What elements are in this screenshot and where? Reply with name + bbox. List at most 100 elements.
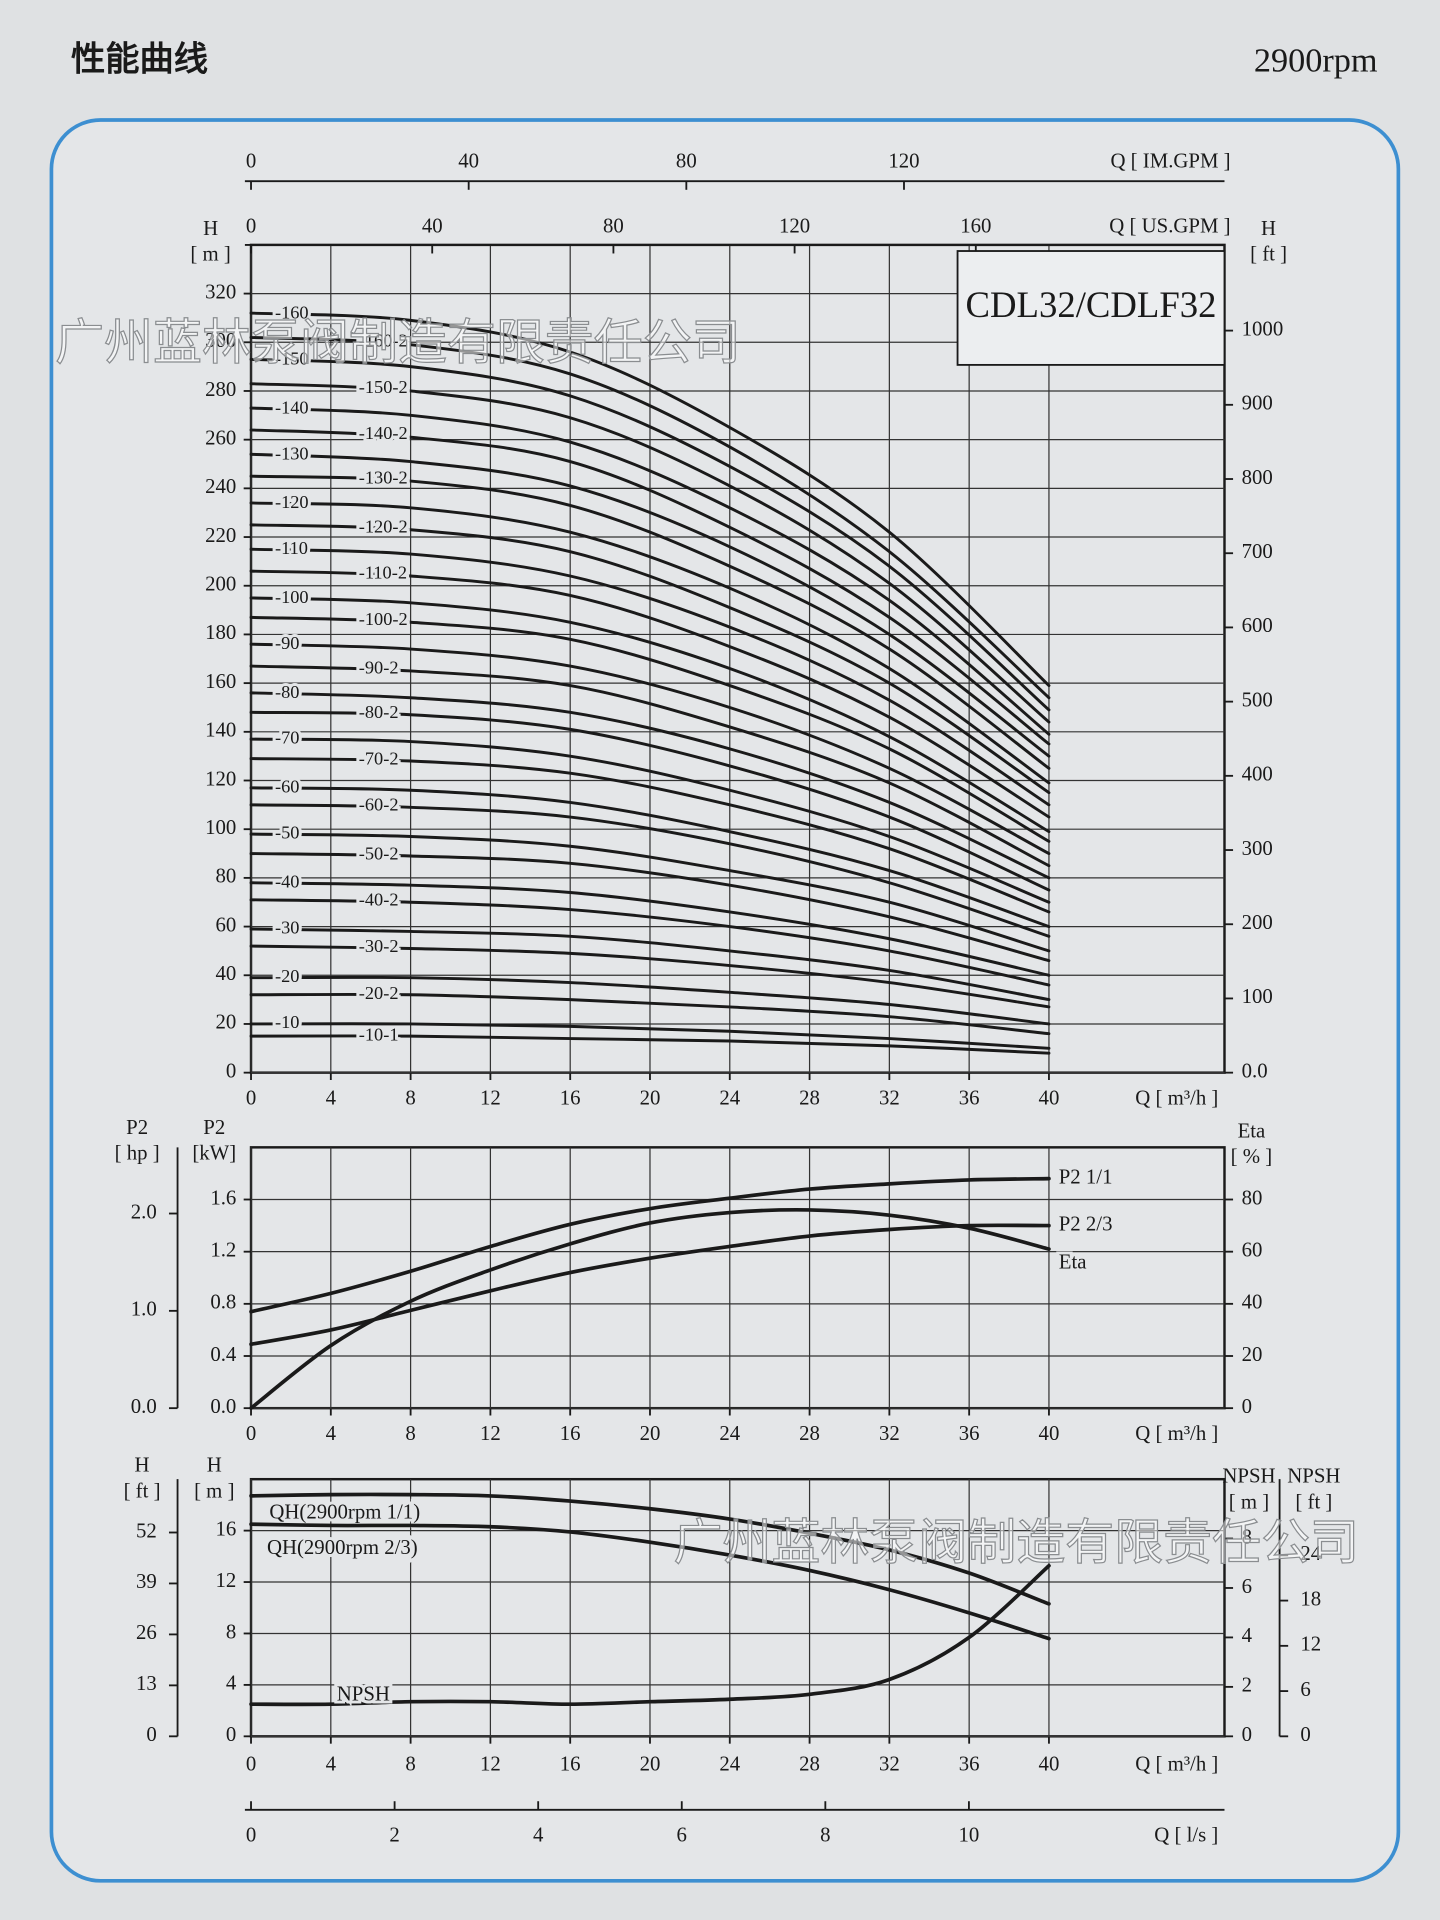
y2-tick-label: 6 xyxy=(1242,1574,1252,1598)
y-axis-label: [kW] xyxy=(192,1140,236,1164)
watermark: 广州蓝林泵阀制造有限责任公司 xyxy=(55,314,741,371)
curve xyxy=(249,1176,1051,1314)
series-label: -30-2 xyxy=(359,936,399,956)
curve xyxy=(249,615,1051,843)
extra-tick-label: 1.0 xyxy=(131,1297,157,1321)
extra-tick-label: 2 xyxy=(389,1823,399,1847)
curve xyxy=(249,382,1051,724)
series-label: -40-2 xyxy=(359,890,399,910)
series-label: -150 xyxy=(275,349,309,369)
extra-tick-label: 80 xyxy=(676,149,697,173)
y-tick-label: 0.4 xyxy=(210,1342,237,1366)
y-tick-label: 200 xyxy=(205,572,236,596)
extra-tick-label: 39 xyxy=(136,1569,157,1593)
extra-tick-label: 24 xyxy=(1300,1541,1321,1565)
series-label: -20 xyxy=(275,966,299,986)
curve xyxy=(249,501,1051,785)
series-label: -50-2 xyxy=(359,843,399,863)
series-label: -140-2 xyxy=(359,423,408,443)
curve xyxy=(249,474,1051,770)
series-label: -100 xyxy=(275,587,309,607)
x-tick-label: 32 xyxy=(879,1751,900,1775)
y-tick-label: 8 xyxy=(226,1619,236,1643)
extra-tick-label: 120 xyxy=(779,214,810,238)
y-tick-label: 1.2 xyxy=(210,1237,236,1261)
curve xyxy=(249,1522,1051,1641)
y2-tick-label: 80 xyxy=(1242,1185,1263,1209)
curve xyxy=(249,786,1051,929)
extra-tick-label: 10 xyxy=(959,1823,980,1847)
curve xyxy=(249,523,1051,795)
y2-axis-label: Eta xyxy=(1238,1118,1266,1142)
series-label: -50 xyxy=(275,823,299,843)
y2-tick-label: 600 xyxy=(1242,613,1273,637)
series-label: -40 xyxy=(275,871,299,891)
x-tick-label: 8 xyxy=(405,1085,415,1109)
x-tick-label: 32 xyxy=(879,1085,900,1109)
y-axis-label: [ m ] xyxy=(190,242,230,266)
y2-tick-label: 900 xyxy=(1242,391,1273,415)
series-label: QH(2900rpm 1/1) xyxy=(269,1499,420,1523)
extra-tick-label: 8 xyxy=(820,1823,830,1847)
curve xyxy=(249,1563,1051,1707)
x-tick-label: 20 xyxy=(640,1751,661,1775)
extra-tick-label: 13 xyxy=(136,1671,157,1695)
x-tick-label: 40 xyxy=(1039,1085,1060,1109)
x-tick-label: 16 xyxy=(560,1421,581,1445)
x-tick-label: 12 xyxy=(480,1751,501,1775)
y-tick-label: 320 xyxy=(205,279,236,303)
y-tick-label: 0 xyxy=(226,1722,236,1746)
extra-tick-label: 12 xyxy=(1300,1632,1321,1656)
extra-tick-label: 0 xyxy=(246,214,256,238)
series-label: -80-2 xyxy=(359,702,399,722)
curve xyxy=(249,691,1051,880)
curve xyxy=(249,357,1051,712)
series-label: P2 1/1 xyxy=(1059,1164,1113,1188)
speed: 2900rpm xyxy=(1254,42,1378,80)
x-tick-label: 4 xyxy=(326,1751,337,1775)
curve xyxy=(249,569,1051,819)
y-tick-label: 280 xyxy=(205,377,236,401)
series-label: -130 xyxy=(275,444,309,464)
x-tick-label: 24 xyxy=(719,1751,740,1775)
y2-tick-label: 500 xyxy=(1242,687,1273,711)
y-tick-label: 260 xyxy=(205,425,236,449)
extra-tick-label: 0 xyxy=(1300,1722,1310,1746)
extra-axis-label: Q [ US.GPM ] xyxy=(1109,214,1230,238)
extra-tick-label: 52 xyxy=(136,1518,157,1542)
curve xyxy=(249,944,1051,1009)
x-tick-label: 36 xyxy=(959,1751,980,1775)
curve xyxy=(249,898,1051,987)
series-label: -160-2 xyxy=(359,331,408,351)
y2-axis-label: [ % ] xyxy=(1231,1144,1273,1168)
y2-tick-label: 700 xyxy=(1242,539,1273,563)
y2-axis-label: [ ft ] xyxy=(1250,242,1287,266)
curve xyxy=(249,664,1051,868)
series-label: -110 xyxy=(275,538,308,558)
y-tick-label: 60 xyxy=(216,912,237,936)
x-tick-label: 28 xyxy=(799,1751,820,1775)
series-label: -90-2 xyxy=(359,658,399,678)
y-tick-label: 0.8 xyxy=(210,1290,236,1314)
curve xyxy=(249,992,1051,1036)
series-label: -90 xyxy=(275,633,299,653)
x-tick-label: 20 xyxy=(640,1085,661,1109)
series-label: -130-2 xyxy=(359,468,408,488)
series-label: -120 xyxy=(275,492,309,512)
frame xyxy=(49,118,1401,1883)
y-tick-label: 180 xyxy=(205,620,236,644)
curve xyxy=(249,1022,1051,1050)
y2-tick-label: 40 xyxy=(1242,1290,1263,1314)
y2-axis-label: H xyxy=(1261,216,1276,240)
y2-tick-label: 400 xyxy=(1242,762,1273,786)
curve xyxy=(249,596,1051,834)
x-tick-label: 32 xyxy=(879,1421,900,1445)
x-tick-label: 28 xyxy=(799,1085,820,1109)
series-label: -20-2 xyxy=(359,983,399,1003)
curve xyxy=(249,737,1051,904)
x-tick-label: 12 xyxy=(480,1085,501,1109)
extra-axis-label: H xyxy=(135,1453,150,1477)
y2-tick-label: 60 xyxy=(1242,1237,1263,1261)
series-label: -150-2 xyxy=(359,377,408,397)
